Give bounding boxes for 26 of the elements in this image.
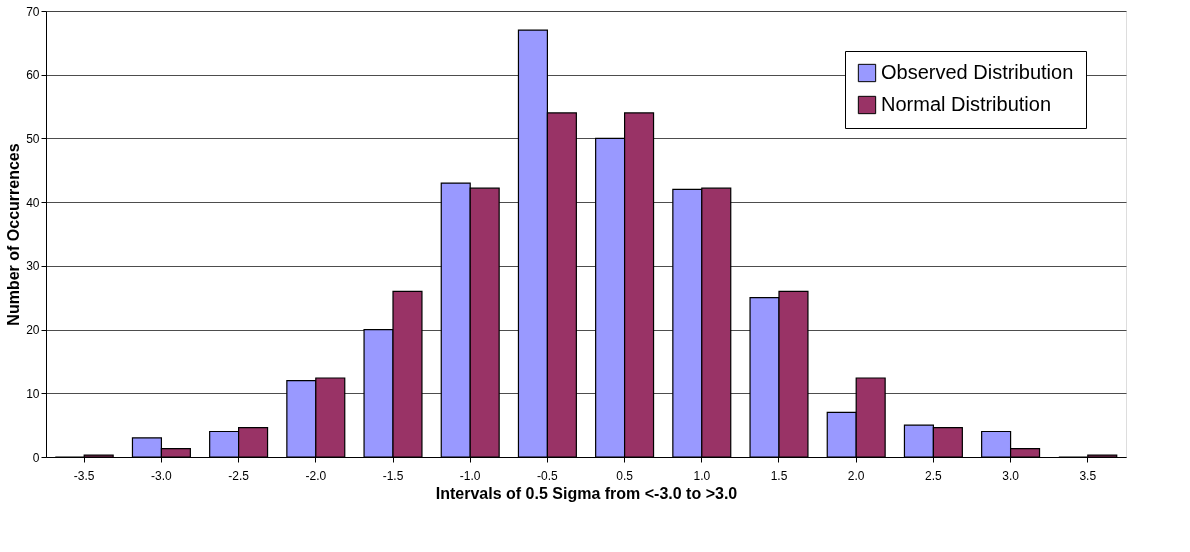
x-tick-label: 3.5 xyxy=(1079,468,1097,483)
x-tick-label: -0.5 xyxy=(537,468,559,483)
y-tick-label: 10 xyxy=(26,386,40,401)
legend-label: Normal Distribution xyxy=(881,93,1052,115)
x-axis-title: Intervals of 0.5 Sigma from <-3.0 to >3.0 xyxy=(435,484,738,502)
x-tick-label: -2.5 xyxy=(228,468,250,483)
x-tick-label: 1.0 xyxy=(693,468,711,483)
x-tick-label: 2.5 xyxy=(925,468,943,483)
y-tick-label: 30 xyxy=(26,259,40,274)
x-tick-label: 3.0 xyxy=(1002,468,1020,483)
x-tick-label: 2.0 xyxy=(847,468,865,483)
y-tick-label: 70 xyxy=(26,4,40,19)
y-axis-title: Number of Occurrences xyxy=(5,143,23,326)
y-tick-label: 50 xyxy=(26,131,40,146)
legend-label: Observed Distribution xyxy=(881,61,1074,83)
x-tick-label: 1.5 xyxy=(770,468,788,483)
x-tick-label: -3.0 xyxy=(151,468,173,483)
x-tick-label: -1.5 xyxy=(382,468,404,483)
x-tick-label: -1.0 xyxy=(459,468,481,483)
x-tick-label: -2.0 xyxy=(305,468,327,483)
y-tick-label: 0 xyxy=(32,450,40,465)
y-tick-label: 20 xyxy=(26,323,40,338)
y-tick-label: 40 xyxy=(26,195,40,210)
x-tick-label: 0.5 xyxy=(616,468,634,483)
x-tick-label: -3.5 xyxy=(73,468,95,483)
y-tick-label: 60 xyxy=(26,68,40,83)
